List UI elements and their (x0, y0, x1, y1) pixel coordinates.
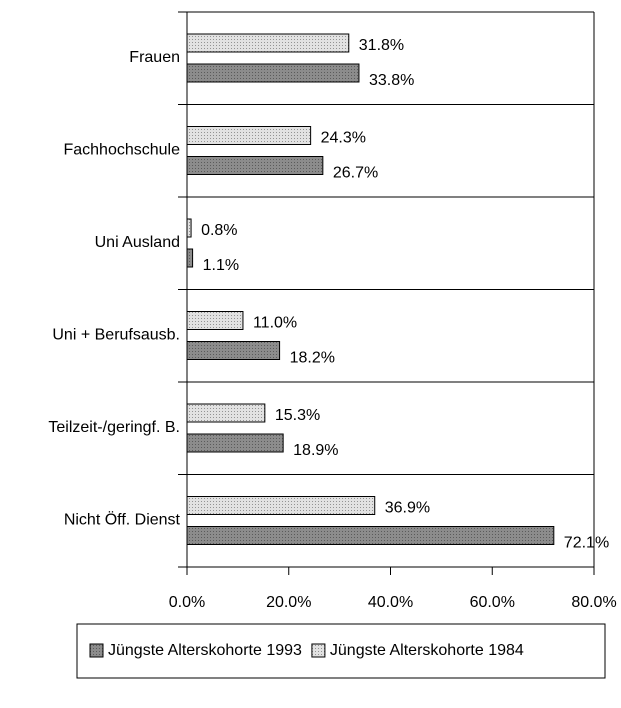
x-tick-label: 0.0% (169, 594, 205, 611)
legend-label: Jüngste Alterskohorte 1993 (108, 642, 302, 659)
value-label: 24.3% (321, 130, 366, 147)
value-label: 18.2% (290, 350, 335, 367)
bar-texture (187, 156, 323, 175)
bar-texture (187, 434, 284, 452)
value-label: 18.9% (293, 442, 338, 459)
category-label: Nicht Öff. Dienst (64, 511, 181, 529)
legend-label: Jüngste Alterskohorte 1984 (330, 642, 524, 659)
value-label: 72.1% (564, 535, 609, 552)
legend-box (76, 623, 606, 679)
x-tick-label: 80.0% (571, 594, 616, 611)
value-label: 26.7% (333, 165, 378, 182)
bar-texture (187, 311, 243, 330)
category-label: Teilzeit-/geringf. B. (48, 419, 180, 436)
category-label: Uni Ausland (95, 234, 180, 251)
x-tick-label: 40.0% (368, 594, 413, 611)
value-label: 1.1% (203, 257, 239, 274)
legend-swatch-texture (311, 644, 325, 657)
category-label: Frauen (129, 49, 180, 66)
category-label: Fachhochschule (63, 142, 180, 159)
value-label: 36.9% (385, 500, 430, 517)
value-label: 31.8% (359, 37, 404, 54)
bar-texture (187, 404, 265, 422)
value-label: 15.3% (275, 407, 320, 424)
value-label: 33.8% (369, 72, 414, 89)
legend-swatch-texture (90, 644, 103, 657)
category-label: Uni + Berufsausb. (52, 327, 180, 344)
bar-texture (187, 341, 280, 360)
bar-texture (187, 34, 349, 52)
bar-texture (187, 64, 359, 82)
x-tick-label: 60.0% (470, 594, 515, 611)
bar-texture (187, 526, 554, 545)
bar-texture (187, 126, 311, 145)
x-tick-label: 20.0% (266, 594, 311, 611)
bar-texture (187, 219, 192, 237)
value-label: 0.8% (201, 222, 237, 239)
bar-texture (187, 496, 375, 515)
bar-texture (187, 249, 193, 267)
value-label: 11.0% (253, 315, 297, 332)
